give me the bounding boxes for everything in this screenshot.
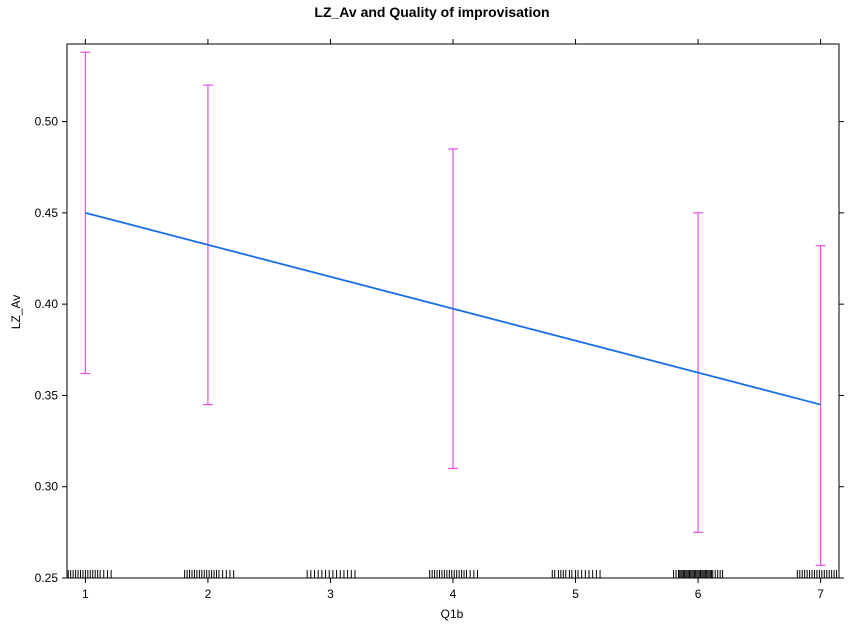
y-tick-label: 0.30 xyxy=(35,480,59,494)
y-tick-label: 0.45 xyxy=(35,206,59,220)
rug-marks xyxy=(68,570,836,578)
x-tick-label: 6 xyxy=(695,587,702,601)
y-tick-label: 0.35 xyxy=(35,388,59,402)
x-tick-label: 5 xyxy=(572,587,579,601)
x-tick-label: 2 xyxy=(205,587,212,601)
chart-title: LZ_Av and Quality of improvisation xyxy=(314,4,549,20)
y-axis-label: LZ_Av xyxy=(9,295,23,329)
x-tick-label: 4 xyxy=(450,587,457,601)
x-tick-label: 1 xyxy=(82,587,89,601)
axis-ticks: 1 2 3 4 5 6 7 0.25 0.30 0.35 0.40 0.45 0.50 xyxy=(35,39,844,601)
y-tick-label: 0.50 xyxy=(35,115,59,129)
x-axis-label: Q1b xyxy=(441,607,464,621)
x-tick-label: 7 xyxy=(817,587,824,601)
y-tick-label: 0.25 xyxy=(35,571,59,585)
y-tick-label: 0.40 xyxy=(35,297,59,311)
x-tick-label: 3 xyxy=(327,587,334,601)
